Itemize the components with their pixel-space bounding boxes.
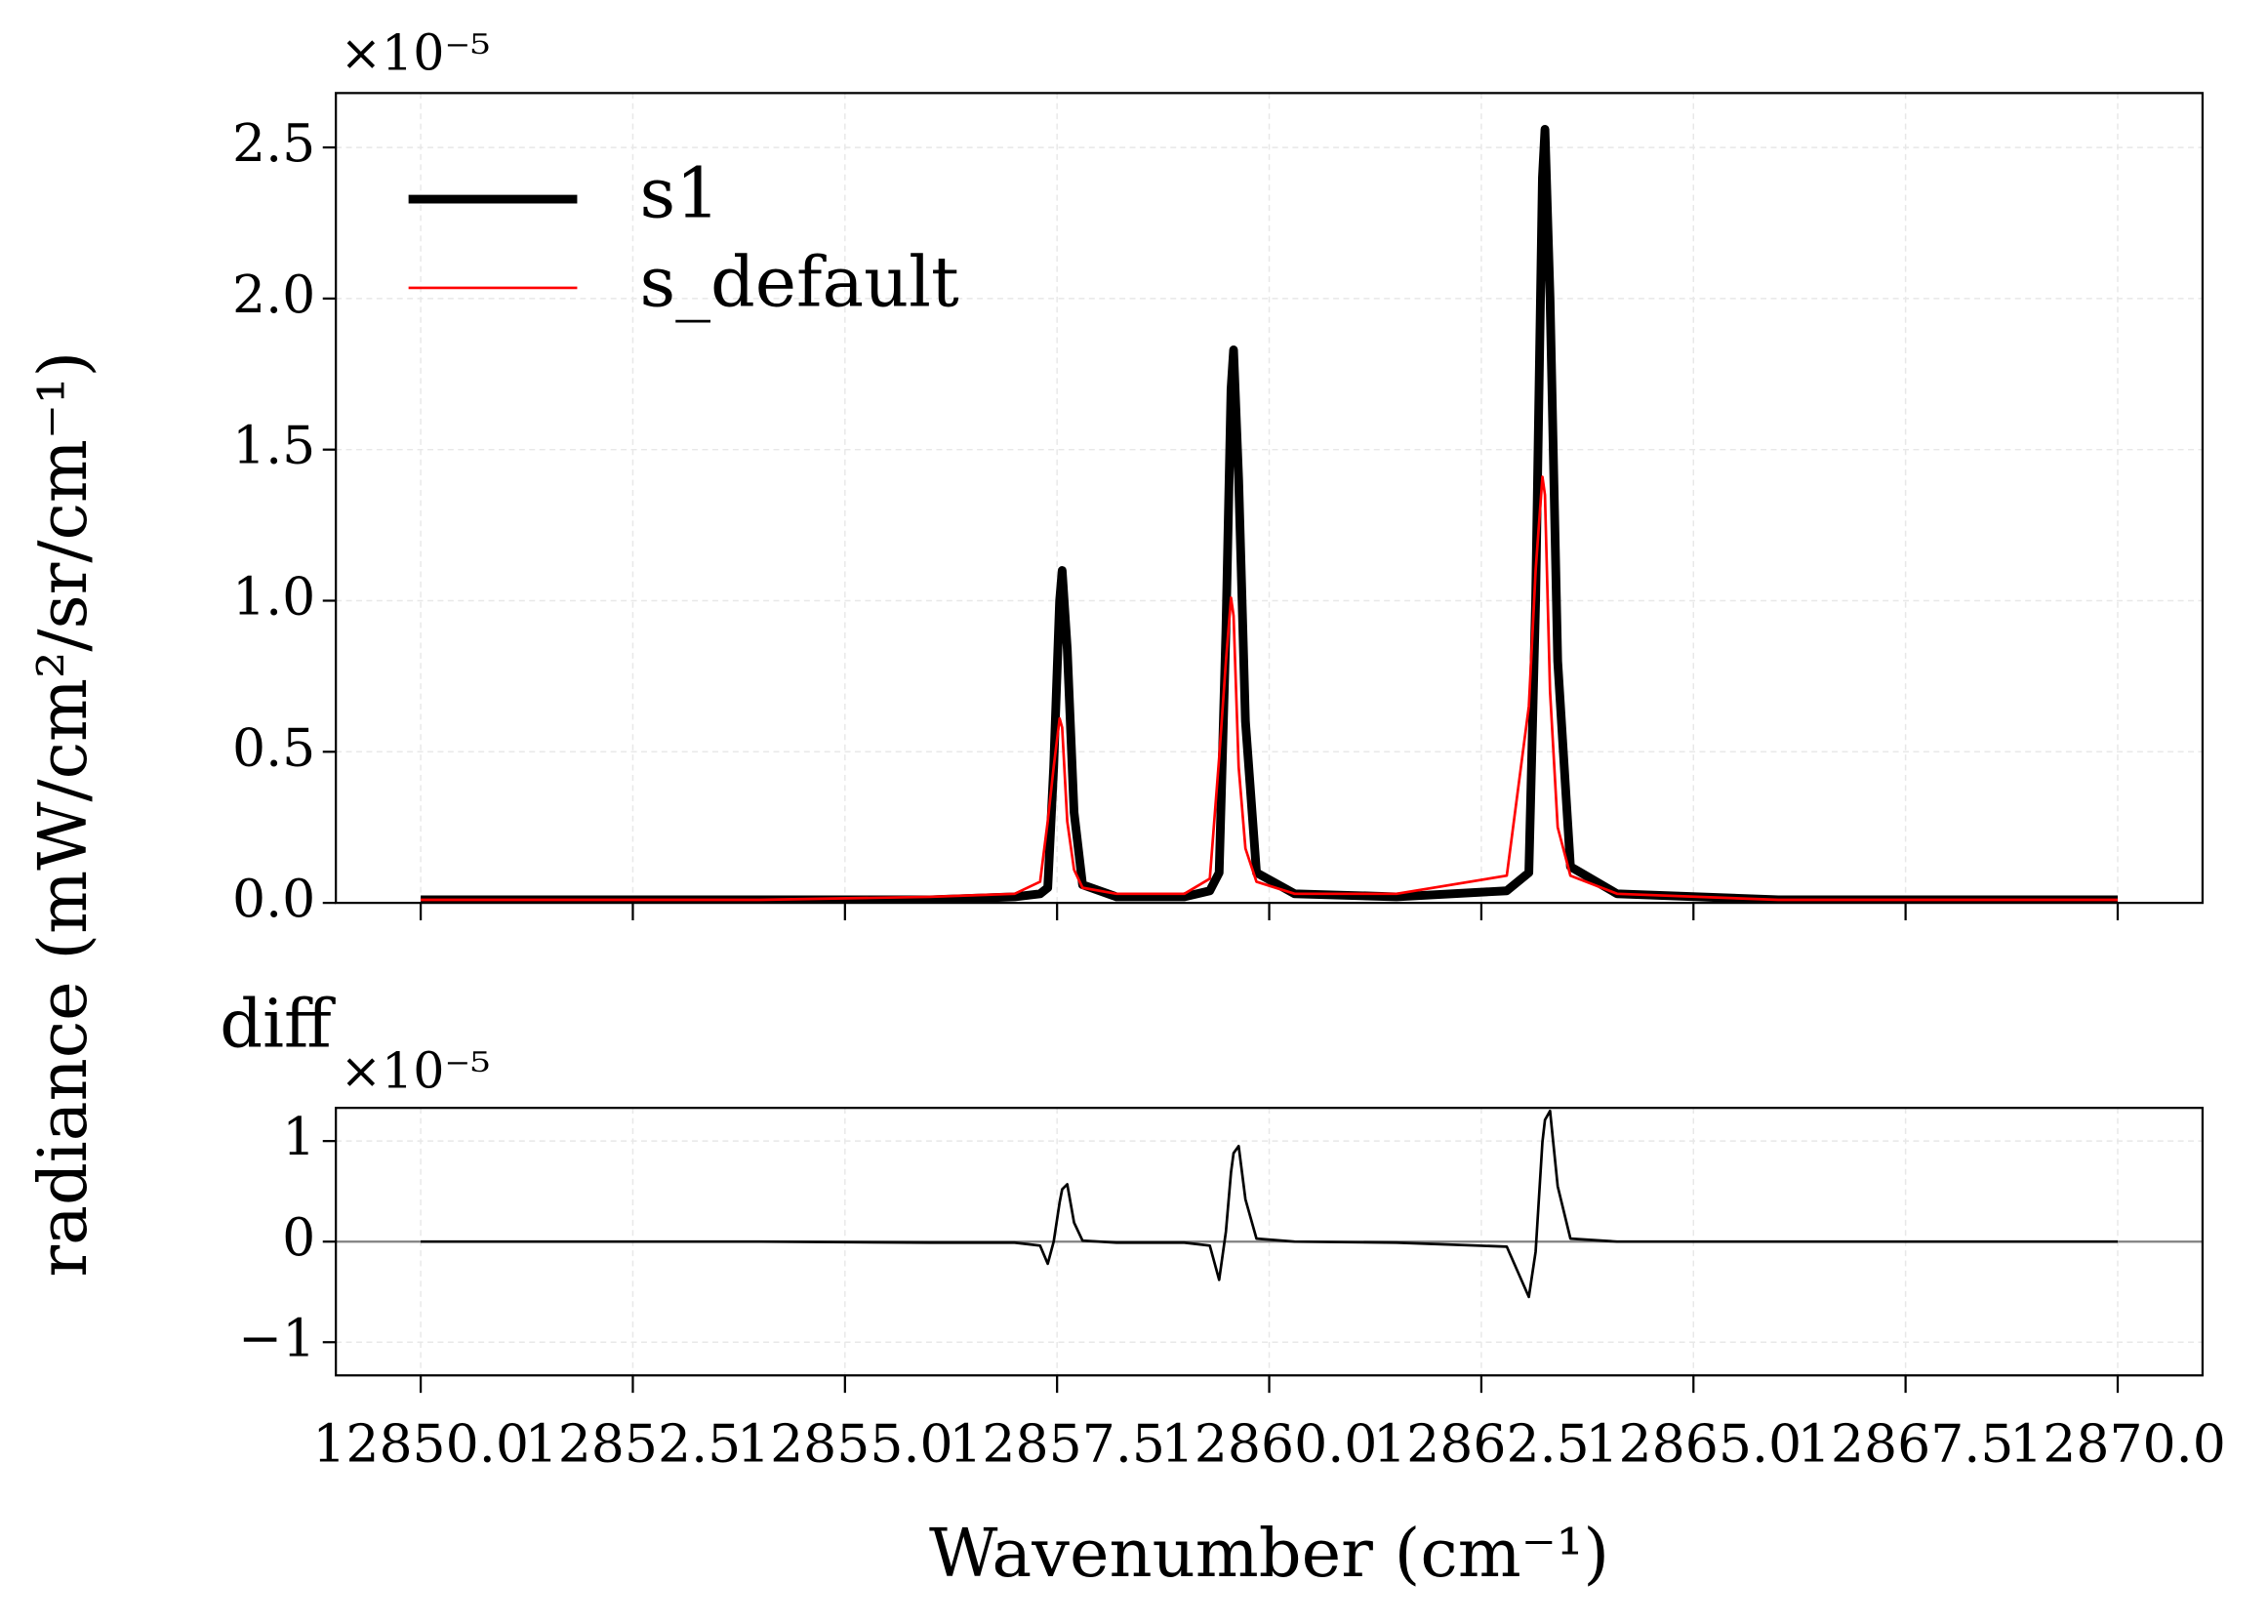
legend-label: s1: [640, 153, 720, 234]
x-tick-label: 12857.5: [949, 1413, 1165, 1475]
x-tick-label: 12855.0: [737, 1413, 953, 1475]
y-tick-label: 0.5: [232, 716, 315, 778]
y-tick-label: 0: [282, 1206, 315, 1268]
subplot-title: diff: [220, 986, 336, 1064]
axes-frame: [335, 92, 2205, 905]
series-line: [421, 1109, 2118, 1299]
series-line: [421, 475, 2118, 902]
x-tick-label: 12867.5: [1798, 1413, 2014, 1475]
y-tick-label: 1.0: [232, 565, 315, 627]
x-tick-label: 12862.5: [1373, 1413, 1590, 1475]
y-tick-label: 0.0: [232, 868, 315, 929]
y-tick-label: −1: [238, 1307, 315, 1368]
x-tick-label: 12860.0: [1161, 1413, 1378, 1475]
offset-text: ×10⁻⁵: [341, 1041, 491, 1099]
y-axis-label: radiance (mW/cm²/sr/cm⁻¹): [24, 351, 102, 1278]
y-tick-label: 2.5: [232, 112, 315, 174]
x-axis-label: Wavenumber (cm⁻¹): [929, 1515, 1609, 1593]
x-tick-label: 12850.0: [312, 1413, 529, 1475]
plot-area: [421, 125, 2118, 904]
y-tick-label: 1: [282, 1106, 315, 1167]
legend-label: s_default: [640, 241, 960, 322]
plot-area: [336, 1109, 2203, 1299]
x-tick-label: 12870.0: [2009, 1413, 2226, 1475]
series-line: [421, 125, 2118, 904]
offset-text: ×10⁻⁵: [341, 24, 491, 82]
x-tick-label: 12852.5: [525, 1413, 742, 1475]
x-tick-label: 12865.0: [1585, 1413, 1802, 1475]
y-tick-label: 2.0: [232, 264, 315, 325]
axes-frame: [335, 1107, 2205, 1377]
y-tick-label: 1.5: [232, 415, 315, 476]
